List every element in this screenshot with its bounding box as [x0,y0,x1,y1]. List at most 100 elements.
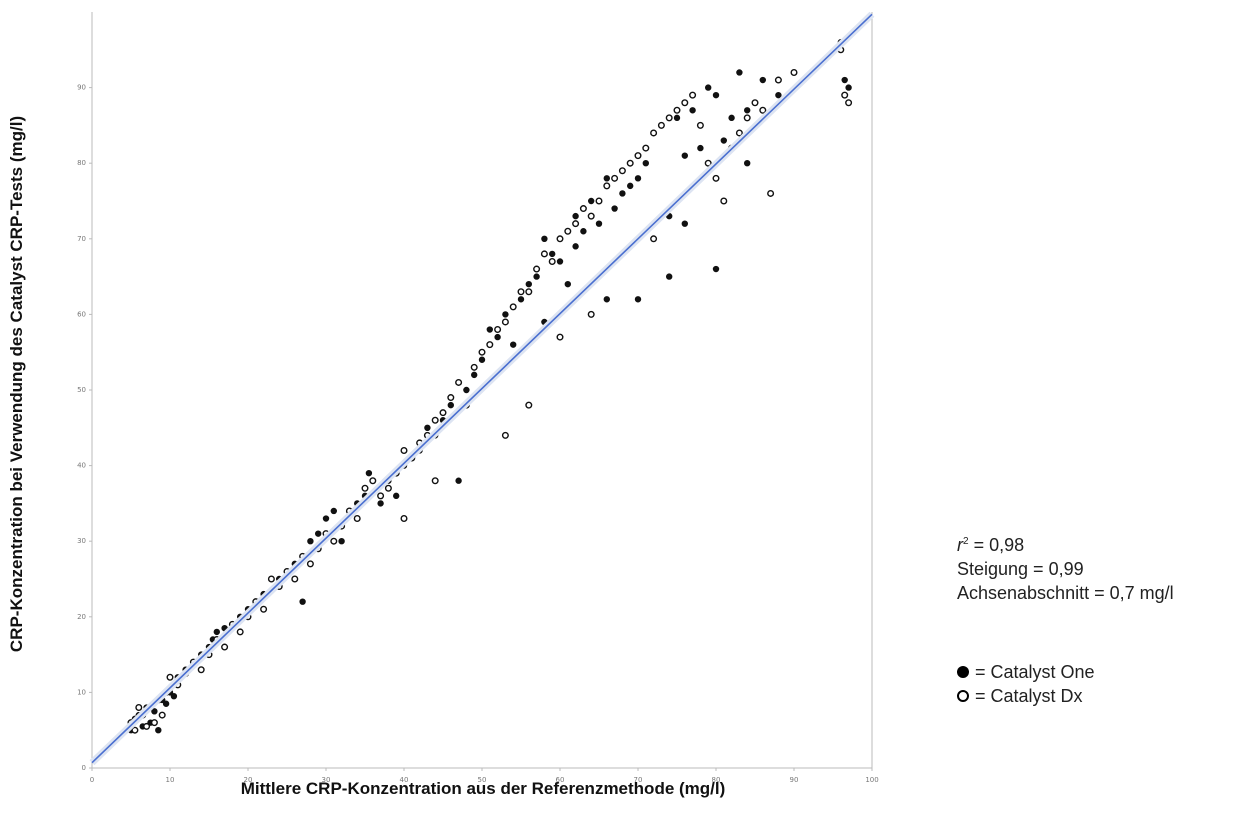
x-tick-label: 0 [90,776,94,784]
data-point-catalyst-one [365,469,373,477]
data-point-catalyst-dx [587,212,595,220]
data-point-catalyst-dx [291,575,299,583]
data-point-catalyst-one [494,333,501,341]
y-tick-labels: 0 10 20 30 40 50 60 70 80 90 [77,84,92,772]
x-tick-label: 60 [556,776,565,784]
y-tick-label: 90 [77,84,86,92]
data-point-catalyst-dx [260,605,268,613]
data-point-catalyst-dx [767,189,775,197]
x-axis-title: Mittlere CRP-Konzentration aus der Refer… [241,779,726,798]
data-point-catalyst-one [841,76,848,84]
data-point-catalyst-one [424,424,431,431]
x-tick-label: 50 [478,776,487,784]
slope-text: Steigung = 0,99 [957,559,1084,579]
data-point-catalyst-dx [618,167,626,175]
data-point-catalyst-dx [603,182,611,190]
data-point-catalyst-dx [595,197,603,205]
data-point-catalyst-dx [774,76,782,84]
data-point-catalyst-one [502,311,509,318]
filled-circle-icon [957,666,969,678]
data-point-catalyst-dx [720,197,728,205]
data-point-catalyst-dx [548,257,556,265]
y-tick-label: 10 [77,688,86,696]
data-point-catalyst-dx [486,341,494,349]
y-tick-label: 70 [77,235,86,243]
data-point-catalyst-dx [540,250,548,258]
data-point-catalyst-one [170,692,178,700]
data-point-catalyst-one [377,500,384,507]
r-squared-symbol: r [957,535,963,555]
data-point-catalyst-dx [572,220,580,228]
data-point-catalyst-one [712,91,720,99]
data-point-catalyst-dx [743,114,751,122]
legend-label-catalyst-one: = Catalyst One [975,662,1095,682]
x-tick-label: 40 [400,776,409,784]
x-tick-label: 30 [322,776,331,784]
data-point-catalyst-dx [517,288,525,296]
y-tick-label: 30 [77,537,86,545]
data-point-catalyst-one [611,205,618,212]
data-point-catalyst-dx [478,348,486,356]
data-point-catalyst-one [307,538,314,545]
data-point-catalyst-dx [494,326,502,334]
data-point-catalyst-dx [564,227,572,235]
data-point-catalyst-one [486,326,493,333]
data-point-catalyst-one [541,235,548,242]
data-point-catalyst-dx [509,303,517,311]
data-points [127,39,853,734]
data-point-catalyst-one [619,190,626,197]
data-point-catalyst-dx [759,106,767,114]
data-point-catalyst-one [338,538,345,545]
data-point-catalyst-dx [143,722,151,730]
data-point-catalyst-dx [650,129,658,137]
regression-line-group [89,11,875,766]
data-point-catalyst-dx [579,205,587,213]
x-tick-label: 100 [865,776,878,784]
data-point-catalyst-one [588,197,595,205]
data-point-catalyst-dx [704,159,712,167]
data-point-catalyst-dx [361,484,369,492]
data-point-catalyst-dx [431,477,439,485]
data-point-catalyst-one [744,107,751,114]
data-point-catalyst-dx [525,288,533,296]
data-point-catalyst-dx [236,628,244,636]
data-point-catalyst-one [580,228,587,235]
regression-stats: r2 = 0,98 Steigung = 0,99 Achsenabschnit… [957,530,1174,605]
data-point-catalyst-dx [330,537,338,545]
data-point-catalyst-dx [665,114,673,122]
intercept-text: Achsenabschnitt = 0,7 mg/l [957,583,1174,603]
legend-item-catalyst-one: = Catalyst One [957,660,1095,684]
data-point-catalyst-one [689,107,696,114]
y-tick-label: 50 [77,386,86,394]
data-point-catalyst-dx [673,106,681,114]
data-point-catalyst-one [673,114,681,122]
data-point-catalyst-one [736,69,743,76]
data-point-catalyst-dx [533,265,541,273]
data-point-catalyst-dx [611,174,619,182]
data-point-catalyst-dx [158,711,166,719]
data-point-catalyst-one [759,76,766,84]
data-point-catalyst-one [572,243,579,250]
data-point-catalyst-one [478,356,486,363]
x-tick-label: 70 [634,776,643,784]
data-point-catalyst-dx [353,515,361,523]
data-point-catalyst-dx [751,99,759,107]
data-point-catalyst-dx [696,121,704,129]
data-point-catalyst-one [533,273,540,280]
regression-line [91,13,873,764]
data-point-catalyst-one [681,152,688,159]
legend-label-catalyst-dx: = Catalyst Dx [975,686,1083,706]
open-circle-icon [957,690,969,702]
data-point-catalyst-dx [439,409,447,417]
data-point-catalyst-one [213,628,220,636]
data-point-catalyst-one [642,159,649,167]
data-point-catalyst-dx [689,91,697,99]
data-point-catalyst-one [447,401,454,409]
data-point-catalyst-dx [712,174,720,182]
data-point-catalyst-dx [455,378,463,386]
data-point-catalyst-dx [626,159,634,167]
legend: = Catalyst One = Catalyst Dx [957,660,1095,708]
data-point-catalyst-one [845,84,852,91]
data-point-catalyst-one [572,212,579,220]
data-point-catalyst-dx [166,673,174,681]
